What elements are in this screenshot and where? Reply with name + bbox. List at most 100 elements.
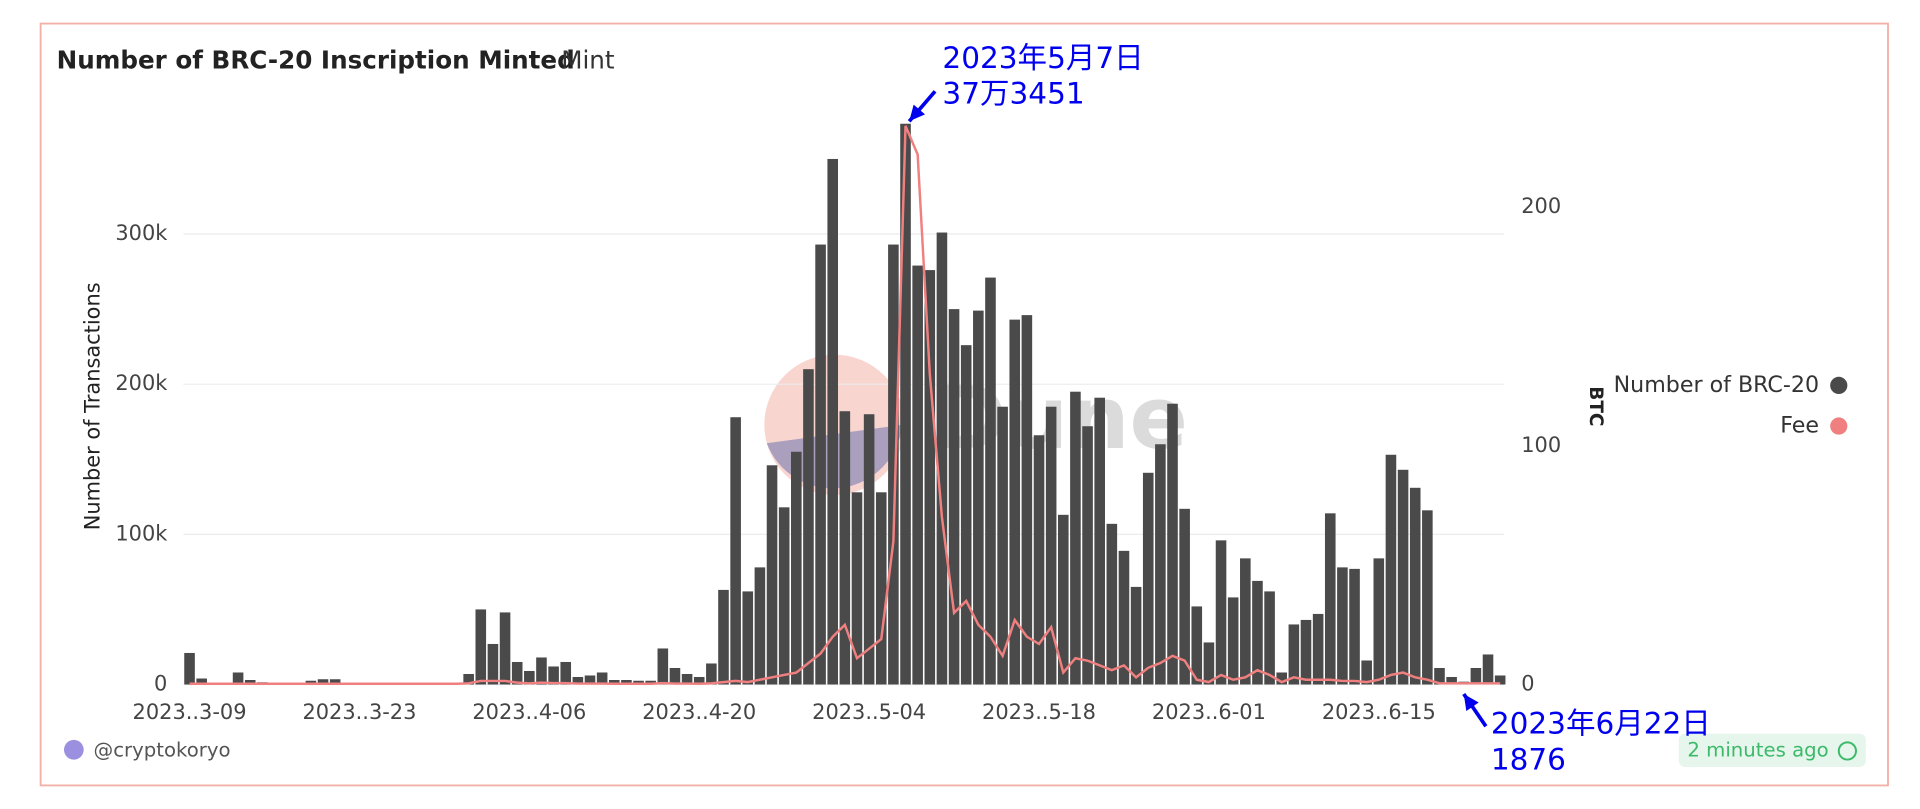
bar xyxy=(1373,558,1385,685)
bar xyxy=(1203,642,1215,685)
bar xyxy=(1397,469,1409,685)
legend-swatch xyxy=(1830,376,1848,395)
bar xyxy=(1094,397,1105,685)
bar xyxy=(936,232,948,685)
x-tick-label: 2023..3-09 xyxy=(133,700,247,724)
y2-tick-label: 200 xyxy=(1521,194,1561,218)
annotation-arrowhead xyxy=(1463,693,1479,712)
bar xyxy=(875,492,887,685)
chart-title: Number of BRC-20 Inscription Minted xyxy=(57,46,575,75)
bar xyxy=(1240,558,1251,685)
x-tick-label: 2023..4-06 xyxy=(472,700,586,724)
bar xyxy=(1324,513,1336,685)
bar xyxy=(1227,597,1239,685)
annotation-date: 2023年5月7日 xyxy=(942,41,1143,75)
bar xyxy=(803,369,814,685)
bar xyxy=(475,609,487,685)
bar xyxy=(184,652,195,685)
bar xyxy=(317,679,329,685)
bar xyxy=(1470,667,1482,685)
x-tick-label: 2023..6-15 xyxy=(1322,700,1436,724)
bar xyxy=(1045,406,1057,685)
bar xyxy=(863,414,875,685)
bar xyxy=(1300,619,1312,685)
bar xyxy=(815,244,826,685)
bar xyxy=(1385,454,1397,685)
y-tick-label: 300k xyxy=(115,221,168,245)
bar xyxy=(196,678,207,685)
bar xyxy=(463,673,474,685)
x-tick-label: 2023..5-18 xyxy=(982,700,1096,724)
bar xyxy=(657,648,669,685)
bar xyxy=(1033,435,1045,685)
bar xyxy=(1179,508,1190,685)
x-tick-label: 2023..4-20 xyxy=(642,700,756,724)
bar xyxy=(778,507,790,685)
bar xyxy=(244,679,256,685)
bar xyxy=(524,670,535,685)
bar xyxy=(232,672,244,685)
bar xyxy=(1494,675,1506,685)
annotation-value: 37万3451 xyxy=(942,76,1084,110)
avatar xyxy=(64,739,84,760)
bar xyxy=(985,277,996,685)
y-tick-label: 200k xyxy=(115,371,168,395)
y2-axis-label: BTC xyxy=(1585,386,1606,426)
bar xyxy=(960,345,972,685)
bar xyxy=(1021,315,1033,685)
y-axis-label: Number of Transactions xyxy=(81,282,105,530)
annotation-value: 1876 xyxy=(1491,742,1566,776)
bar xyxy=(693,676,705,685)
bar xyxy=(1167,403,1178,685)
bar xyxy=(718,589,729,685)
annotation-arrowhead xyxy=(909,104,926,122)
bar xyxy=(948,309,960,685)
bar xyxy=(1142,472,1154,685)
fee-line xyxy=(189,125,1501,686)
bar xyxy=(596,672,608,685)
bar xyxy=(730,417,741,685)
bar xyxy=(766,465,778,685)
bar xyxy=(536,657,547,685)
bar xyxy=(1118,550,1130,685)
bar xyxy=(1312,613,1324,685)
bar xyxy=(827,158,839,685)
bar xyxy=(1191,606,1203,685)
bar xyxy=(973,310,984,685)
bar xyxy=(997,406,1008,685)
bar xyxy=(1070,391,1081,685)
y-tick-label: 100k xyxy=(115,521,168,545)
bar xyxy=(900,123,911,685)
x-tick-label: 2023..5-04 xyxy=(812,700,926,724)
bar xyxy=(560,661,572,685)
bar xyxy=(706,663,717,685)
bar xyxy=(681,673,693,685)
bar xyxy=(1082,426,1093,685)
bar xyxy=(924,270,936,685)
bar xyxy=(584,675,596,685)
bar xyxy=(487,643,499,685)
bar xyxy=(1349,568,1360,685)
bar xyxy=(1130,586,1142,685)
check-icon xyxy=(1837,741,1857,761)
bar xyxy=(548,666,559,685)
bar xyxy=(621,679,632,685)
bar xyxy=(1215,540,1227,685)
x-tick-label: 2023..3-23 xyxy=(302,700,416,724)
bar xyxy=(608,679,620,685)
tab[interactable]: Mint xyxy=(561,46,615,75)
author[interactable]: @cryptokoryo xyxy=(94,738,231,761)
bar xyxy=(1422,510,1433,685)
bar xyxy=(888,244,899,685)
bar xyxy=(499,612,511,685)
legend-label: Fee xyxy=(1780,413,1819,439)
bar xyxy=(1288,624,1300,685)
bar xyxy=(1361,660,1372,685)
bar xyxy=(754,567,766,685)
badge xyxy=(1678,733,1866,767)
bar xyxy=(791,451,802,685)
bar xyxy=(1155,444,1166,685)
annotation-date: 2023年6月22日 xyxy=(1491,707,1711,741)
updated: 2 minutes ago xyxy=(1687,738,1828,761)
